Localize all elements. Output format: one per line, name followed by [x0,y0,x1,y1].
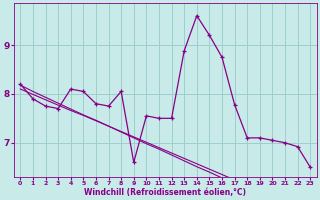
X-axis label: Windchill (Refroidissement éolien,°C): Windchill (Refroidissement éolien,°C) [84,188,246,197]
